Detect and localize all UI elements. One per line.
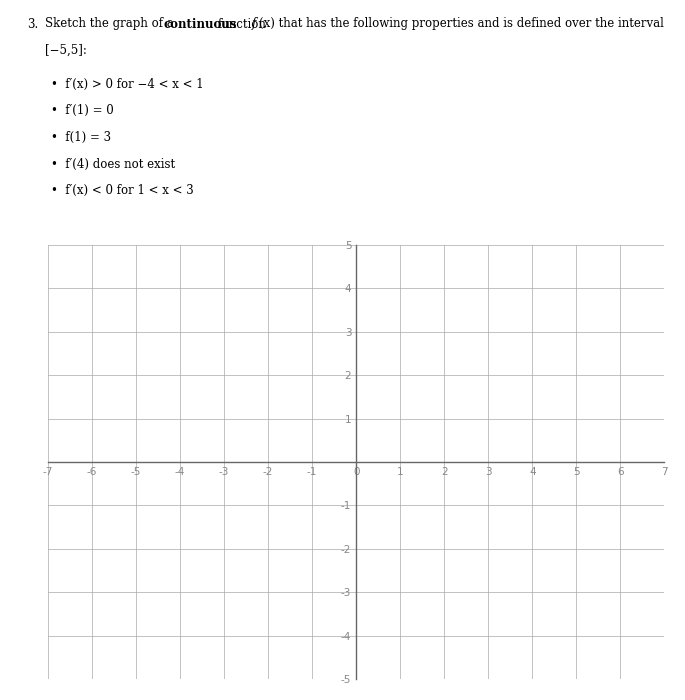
Text: Sketch the graph of a: Sketch the graph of a xyxy=(45,18,173,31)
Text: •  f(1) = 3: • f(1) = 3 xyxy=(51,131,112,144)
Text: •  f′(x) < 0 for 1 < x < 3: • f′(x) < 0 for 1 < x < 3 xyxy=(51,184,194,197)
Text: (x) that has the following properties and is defined over the interval: (x) that has the following properties an… xyxy=(259,18,664,31)
Text: continuous: continuous xyxy=(163,18,236,31)
Text: [−5,5]:: [−5,5]: xyxy=(45,44,86,57)
Text: 3.: 3. xyxy=(27,18,38,31)
Text: •  f′(4) does not exist: • f′(4) does not exist xyxy=(51,158,175,171)
Text: function: function xyxy=(218,18,266,31)
Text: •  f′(x) > 0 for −4 < x < 1: • f′(x) > 0 for −4 < x < 1 xyxy=(51,78,204,91)
Text: f: f xyxy=(252,18,256,31)
Text: •  f′(1) = 0: • f′(1) = 0 xyxy=(51,104,114,118)
